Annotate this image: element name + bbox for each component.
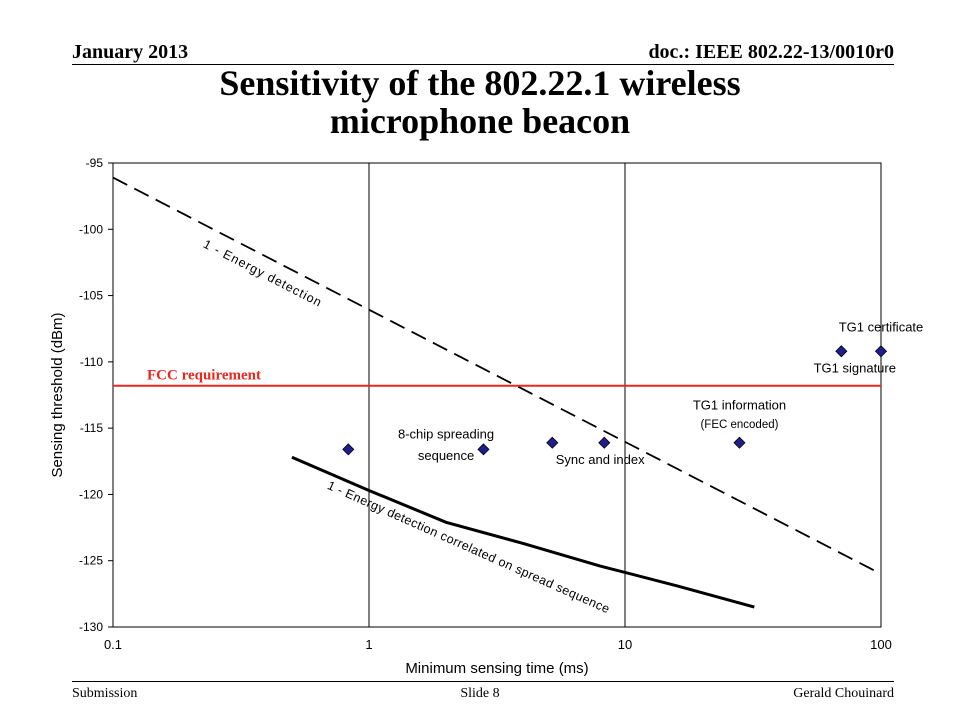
y-tick-label: -130 xyxy=(79,620,103,634)
slide-title: Sensitivity of the 802.22.1 wireless mic… xyxy=(0,64,960,140)
plot-area: 0.1 1 10 100 -95 -100 -105 -110 -115 -120 -125 -13… xyxy=(79,156,923,652)
x-tick-label: 1 xyxy=(365,637,372,652)
fcc-requirement-label: FCC requirement xyxy=(147,368,261,384)
slide-title-line-2: microphone beacon xyxy=(329,101,631,141)
footer-rule xyxy=(72,681,894,682)
x-tick-label: 100 xyxy=(870,637,892,652)
x-axis-ticks: 0.1 1 10 100 xyxy=(104,637,892,652)
x-axis-label: Minimum sensing time (ms) xyxy=(405,660,588,677)
annotation-sync-and-index: Sync and index xyxy=(556,452,645,467)
y-tick-label: -120 xyxy=(79,487,103,501)
y-tick-label: -110 xyxy=(80,355,103,369)
series-1-energy-detection xyxy=(112,176,882,575)
gridlines xyxy=(112,163,882,627)
y-axis-ticks: -95 -100 -105 -110 -115 -120 -125 -130 xyxy=(79,156,113,634)
annotation-tg1-signature: TG1 signature xyxy=(814,360,896,375)
beacon-marker xyxy=(835,345,848,358)
beacon-marker xyxy=(598,436,611,449)
footer-submission: Submission xyxy=(72,686,138,701)
header-doc-id: doc.: IEEE 802.22-13/0010r0 xyxy=(648,41,894,63)
header-rule xyxy=(72,64,894,65)
footer-slide-number: Slide 8 xyxy=(460,686,500,701)
header-date: January 2013 xyxy=(72,41,189,63)
annotation-sequence: sequence xyxy=(418,448,474,463)
correlated-energy-detection-label: 1 - Energy detection correlated on sprea… xyxy=(325,478,612,616)
y-tick-label: -115 xyxy=(80,421,103,435)
data-series xyxy=(112,176,882,609)
series-1-energy-detection-correlated-on-spread-sequence xyxy=(291,455,755,609)
annotation-fec-encoded: (FEC encoded) xyxy=(700,419,778,431)
beacon-marker xyxy=(733,436,746,449)
y-tick-label: -100 xyxy=(79,222,103,236)
y-tick-label: -105 xyxy=(79,289,103,303)
y-axis-label: Sensing threshold (dBm) xyxy=(49,312,66,477)
beacon-markers xyxy=(342,345,888,456)
annotation-tg1-certificate: TG1 certificate xyxy=(839,319,924,334)
y-tick-label: -95 xyxy=(86,156,104,170)
beacon-marker xyxy=(477,443,490,456)
annotation-8-chip-spreading: 8-chip spreading xyxy=(398,427,494,442)
annotation-tg1-information: TG1 information xyxy=(693,398,786,413)
slide-title-line-1: Sensitivity of the 802.22.1 wireless xyxy=(219,63,741,103)
x-tick-label: 10 xyxy=(618,637,632,652)
beacon-marker xyxy=(546,436,559,449)
beacon-marker xyxy=(874,345,888,358)
x-tick-label: 0.1 xyxy=(104,637,122,652)
annotations: 1 - Energy detection 1 - Energy detection… xyxy=(147,237,923,616)
y-tick-label: -125 xyxy=(79,554,103,568)
energy-detection-label: 1 - Energy detection xyxy=(201,237,325,310)
footer-author: Gerald Chouinard xyxy=(793,686,894,701)
beacon-marker xyxy=(342,443,355,456)
